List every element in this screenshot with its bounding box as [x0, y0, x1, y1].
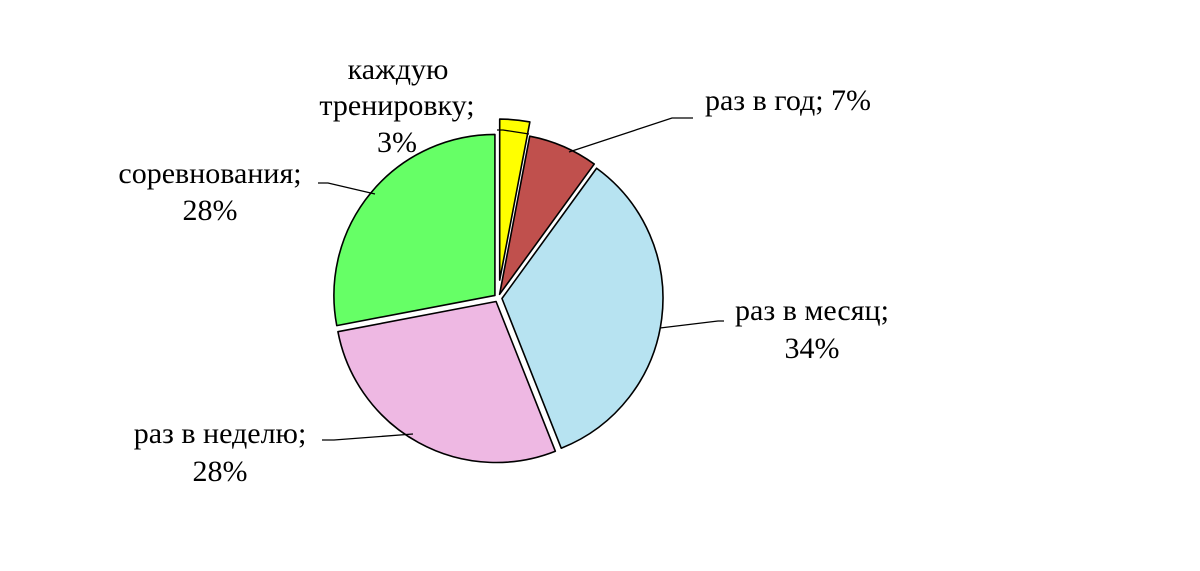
leader-line-соревнования [318, 182, 376, 195]
pie-slice-раз-в-год [498, 135, 596, 296]
data-label-раз-в-неделю-line-2: 28% [193, 455, 248, 488]
leader-line-раз-в-неделю [322, 433, 414, 441]
data-label-раз-в-год-line-1: раз в год; 7% [705, 84, 871, 117]
leader-line-каждую-тренировку [497, 129, 530, 135]
data-label-раз-в-месяц-line-2: 34% [785, 332, 840, 365]
data-label-каждую-тренировку-line-1: каждую [348, 53, 449, 86]
leader-lines [318, 117, 724, 441]
leader-line-раз-в-месяц [659, 320, 724, 329]
leader-line-раз-в-год [568, 117, 693, 153]
data-label-раз-в-месяц-line-1: раз в месяц; [735, 294, 889, 327]
pie-slice-соревнования [333, 133, 496, 327]
pie-slice-раз-в-неделю [337, 300, 557, 464]
data-label-соревнования-line-1: соревнования; [118, 157, 301, 190]
pie-slice-каждую-тренировку [498, 118, 531, 281]
data-label-раз-в-неделю-line-1: раз в неделю; [134, 417, 307, 450]
pie-slice-раз-в-месяц [501, 167, 664, 449]
data-label-соревнования-line-2: 28% [183, 194, 238, 227]
pie-slices [333, 118, 664, 464]
data-label-каждую-тренировку-line-2: тренировку; [319, 89, 474, 122]
data-label-каждую-тренировку-line-3: 3% [377, 126, 417, 159]
